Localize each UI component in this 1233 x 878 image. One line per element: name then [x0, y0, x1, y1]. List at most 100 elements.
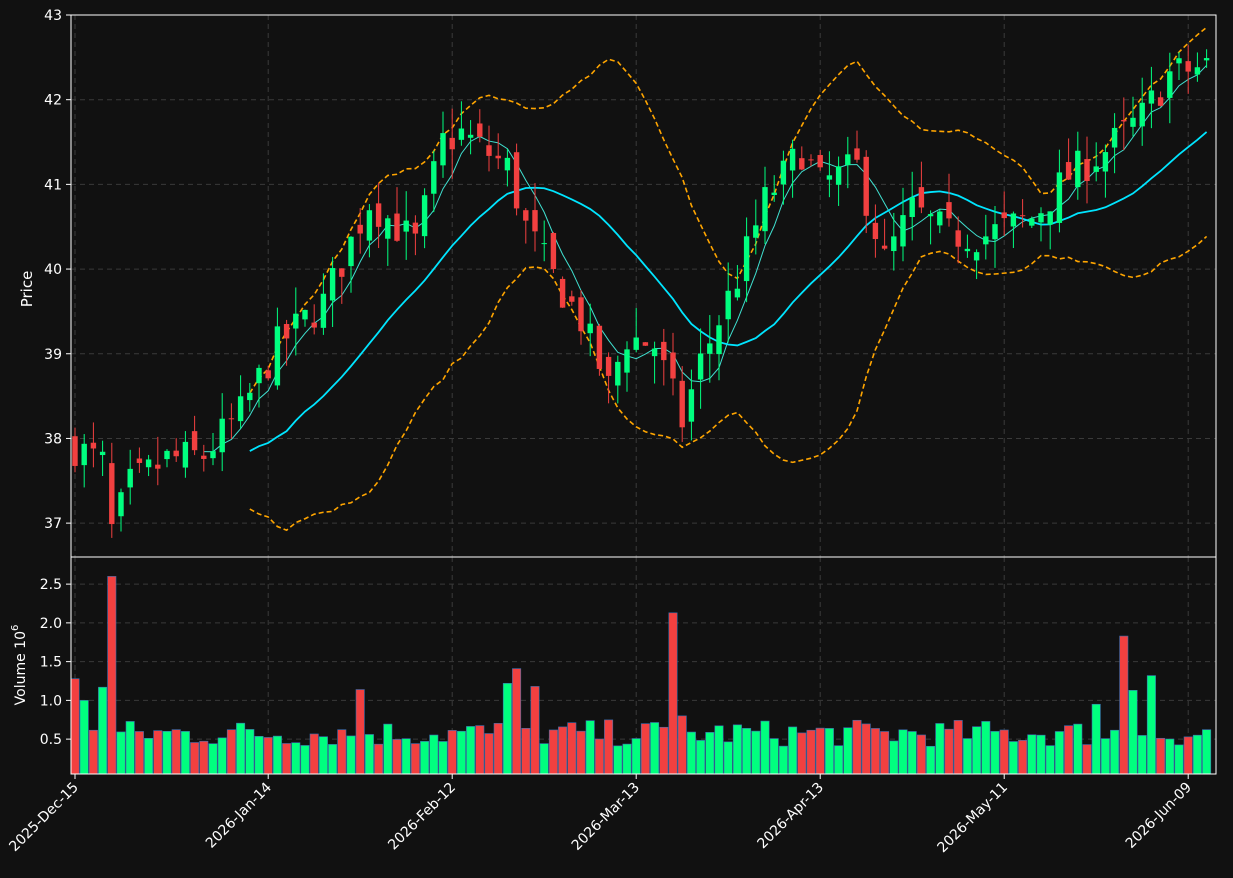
- volume-bar: [604, 719, 614, 775]
- candle-body: [449, 137, 455, 150]
- candle-body: [495, 155, 501, 159]
- volume-bar: [272, 735, 282, 775]
- volume-bar: [797, 732, 807, 775]
- volume-bar: [1156, 737, 1166, 775]
- bollinger-lower-line: [249, 235, 1208, 532]
- candle-body: [311, 322, 317, 328]
- candle-body: [256, 367, 262, 384]
- volume-bar: [640, 723, 650, 775]
- volume-bar: [1128, 689, 1138, 775]
- candle-body: [1111, 127, 1118, 148]
- candle-body: [348, 236, 354, 267]
- volume-bar: [935, 723, 945, 775]
- candles: [72, 45, 1210, 538]
- candle-body: [780, 160, 787, 185]
- volume-bar: [521, 728, 531, 775]
- candle-body: [486, 145, 492, 156]
- volume-bar: [171, 729, 181, 775]
- volume-bar: [254, 736, 264, 775]
- price-y-axis: 37 38 39 40 41 42 43: [44, 8, 71, 532]
- candle-body: [504, 157, 511, 171]
- candle-body: [872, 222, 879, 240]
- candle-body: [1121, 119, 1127, 122]
- volume-bar: [374, 743, 384, 775]
- candle-body: [247, 392, 253, 401]
- candle-body: [1157, 97, 1164, 106]
- price-tick-label: 37: [44, 516, 62, 532]
- candle-body: [753, 225, 759, 238]
- volume-bar: [1064, 725, 1074, 775]
- candle-body: [624, 349, 630, 373]
- volume-bar: [1119, 635, 1129, 775]
- candle-body: [992, 224, 998, 240]
- candle-body: [946, 202, 952, 219]
- volume-bar: [548, 729, 558, 775]
- candle-body: [1047, 211, 1053, 225]
- candle-body: [99, 451, 106, 456]
- candle-body: [155, 464, 161, 469]
- volume-bar: [116, 731, 126, 775]
- candle-body: [228, 418, 235, 420]
- candle-body: [1093, 166, 1099, 172]
- volume-bar: [383, 723, 393, 775]
- volume-bar: [162, 731, 172, 775]
- candle-body: [191, 431, 198, 451]
- volume-bar: [107, 576, 117, 775]
- volume-bar: [594, 738, 604, 775]
- candle-body: [688, 389, 695, 422]
- candle-body: [881, 245, 888, 249]
- volume-bar: [180, 731, 190, 775]
- candle-body: [1167, 71, 1173, 98]
- volume-bar: [1054, 731, 1064, 775]
- candle-body: [164, 450, 170, 460]
- candle-body: [1001, 212, 1007, 219]
- volume-bar: [410, 743, 420, 775]
- volume-bar: [999, 729, 1009, 775]
- volume-axis-label: Volume 106: [10, 625, 29, 706]
- volume-bar: [447, 730, 457, 775]
- candle-body: [283, 324, 290, 339]
- volume-bar: [1027, 734, 1037, 775]
- candle-body: [909, 197, 915, 218]
- volume-bar: [696, 740, 706, 775]
- volume-bar: [889, 740, 899, 775]
- candle-body: [366, 210, 373, 241]
- volume-bar: [916, 734, 926, 775]
- candle-body: [964, 248, 971, 252]
- candle-body: [955, 230, 961, 247]
- candle-body: [375, 203, 382, 227]
- candle-body: [90, 442, 97, 449]
- candle-body: [201, 455, 207, 459]
- candle-body: [559, 278, 566, 308]
- candle-body: [863, 156, 869, 216]
- volume-panel: 0.5 1.0 1.5 2.0 2.5 Volume 106: [10, 556, 1217, 775]
- volume-axis-label-text: Volume 10: [13, 631, 29, 705]
- volume-bar: [1036, 734, 1046, 775]
- volume-bar: [1146, 675, 1156, 775]
- candle-body: [615, 361, 621, 386]
- volume-bar: [199, 740, 209, 775]
- volume-bar: [1045, 745, 1055, 775]
- candle-body: [1075, 150, 1081, 188]
- volume-bar: [493, 723, 503, 775]
- volume-bar: [466, 726, 476, 775]
- volume-bar: [291, 742, 301, 775]
- price-panel: 37 38 39 40 41 42 43 Price: [18, 8, 1217, 558]
- candle-body: [642, 342, 649, 346]
- volume-bar: [420, 741, 430, 775]
- volume-bar: [1137, 735, 1147, 775]
- volume-bar: [392, 739, 402, 775]
- volume-bar: [907, 731, 917, 775]
- candle-body: [274, 326, 281, 386]
- candle-body: [412, 222, 419, 234]
- volume-bar: [484, 733, 494, 775]
- price-axis-label: Price: [18, 271, 36, 308]
- candle-body: [661, 341, 667, 361]
- volume-bar: [769, 738, 779, 775]
- volume-bar: [760, 720, 770, 775]
- volume-bar: [134, 731, 144, 775]
- candle-body: [421, 195, 428, 237]
- candle-body: [1130, 117, 1136, 127]
- candle-body: [431, 161, 437, 194]
